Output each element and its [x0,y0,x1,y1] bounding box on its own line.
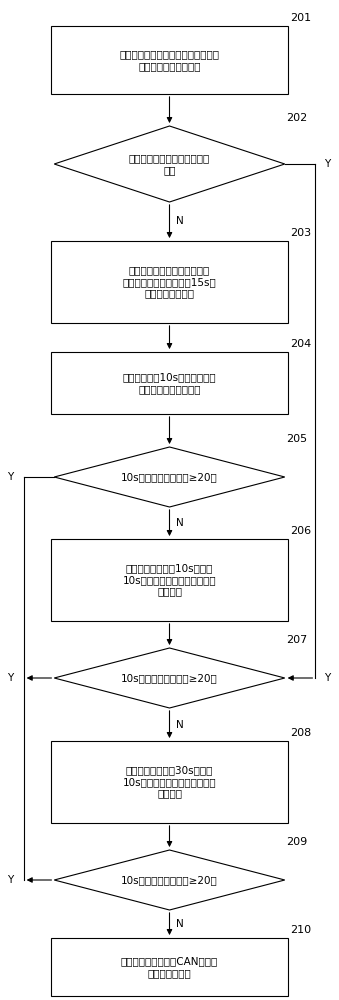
Text: 207: 207 [286,635,308,645]
Text: 启动马达停机，通过CAN总线反
馈电机启动状态: 启动马达停机，通过CAN总线反 馈电机启动状态 [121,956,218,978]
Polygon shape [54,850,285,910]
Text: 209: 209 [286,837,308,847]
Bar [51,241,288,323]
Text: 启动马达停机延时30s后工作
10s，转速传感器持续采集转子
转动频率: 启动马达停机延时30s后工作 10s，转速传感器持续采集转子 转动频率 [123,765,216,799]
Text: 启动马达停机延时10s后工作
10s，转速传感器持续采集转子
转动频率: 启动马达停机延时10s后工作 10s，转速传感器持续采集转子 转动频率 [123,563,216,597]
Polygon shape [54,126,285,202]
Bar [51,352,288,414]
Text: Y: Y [7,673,14,683]
Text: 201: 201 [290,13,311,23]
Text: 进入机组供电模式，主机发出
预热指令，发电机组预热15s后
反馈主机预热结束: 进入机组供电模式，主机发出 预热指令，发电机组预热15s后 反馈主机预热结束 [123,265,216,299]
Polygon shape [54,447,285,507]
Text: 204: 204 [290,339,311,349]
Text: 主机发出电力供应指令，接收市电方
向电流传感器反馈数据: 主机发出电力供应指令，接收市电方 向电流传感器反馈数据 [120,49,219,71]
Text: N: N [176,518,183,528]
Bar [51,938,288,996]
Text: 市电方向电流传感器有电流信
号？: 市电方向电流传感器有电流信 号？ [129,153,210,175]
Text: 210: 210 [290,925,311,935]
Text: 10s末的转子转动频率≥20？: 10s末的转子转动频率≥20？ [121,673,218,683]
Polygon shape [54,648,285,708]
Text: N: N [176,720,183,730]
Text: 10s末的转子转动频率≥20？: 10s末的转子转动频率≥20？ [121,472,218,482]
Text: Y: Y [7,875,14,885]
Text: 启动马达工作10s，转速传感器
持续采集转子转动频率: 启动马达工作10s，转速传感器 持续采集转子转动频率 [123,372,216,394]
Text: 208: 208 [290,728,311,738]
Bar [51,539,288,621]
Text: Y: Y [7,472,14,482]
Bar [51,741,288,823]
Text: N: N [176,217,183,227]
Text: 10s末的转子转动频率≥20？: 10s末的转子转动频率≥20？ [121,875,218,885]
Text: 206: 206 [290,526,311,536]
Text: Y: Y [324,673,330,683]
Text: Y: Y [324,159,330,169]
Text: N: N [176,919,183,929]
Text: 203: 203 [290,228,311,238]
Bar [51,26,288,94]
Text: 202: 202 [286,113,308,123]
Text: 205: 205 [286,434,307,444]
